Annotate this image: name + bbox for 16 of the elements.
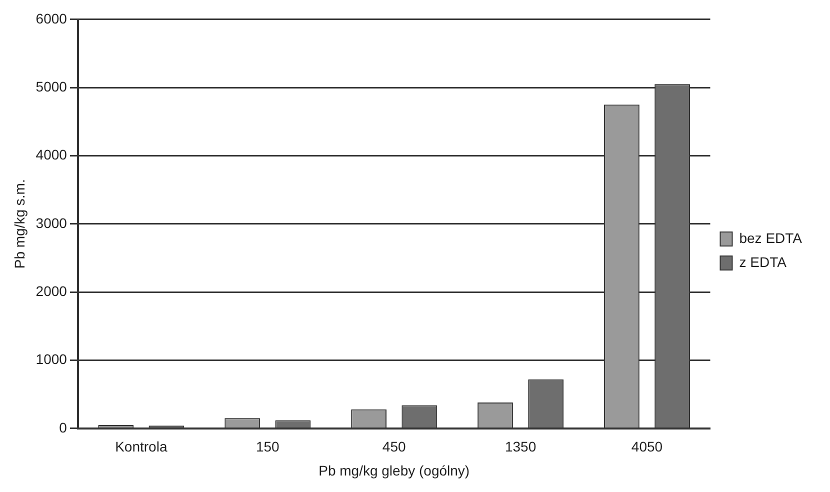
- y-tick-label: 4000: [36, 146, 68, 163]
- y-tick-label: 6000: [36, 10, 68, 26]
- y-tick-label: 2000: [36, 282, 68, 299]
- legend-label: bez EDTA: [739, 230, 803, 246]
- legend-label: z EDTA: [739, 254, 788, 270]
- y-axis-title: Pb mg/kg s.m.: [11, 179, 28, 269]
- y-tick-label: 5000: [36, 78, 68, 94]
- x-tick-label: 150: [256, 438, 280, 455]
- x-tick-label: 450: [382, 438, 406, 455]
- y-tick-label: 1000: [36, 351, 68, 368]
- y-tick-label: 3000: [36, 214, 68, 231]
- x-tick-label: 1350: [504, 438, 536, 455]
- x-tick-label: 4050: [631, 438, 663, 455]
- x-axis-title: Pb mg/kg gleby (ogólny): [318, 462, 470, 478]
- x-tick-label: Kontrola: [115, 438, 168, 455]
- y-tick-label: 0: [59, 419, 68, 436]
